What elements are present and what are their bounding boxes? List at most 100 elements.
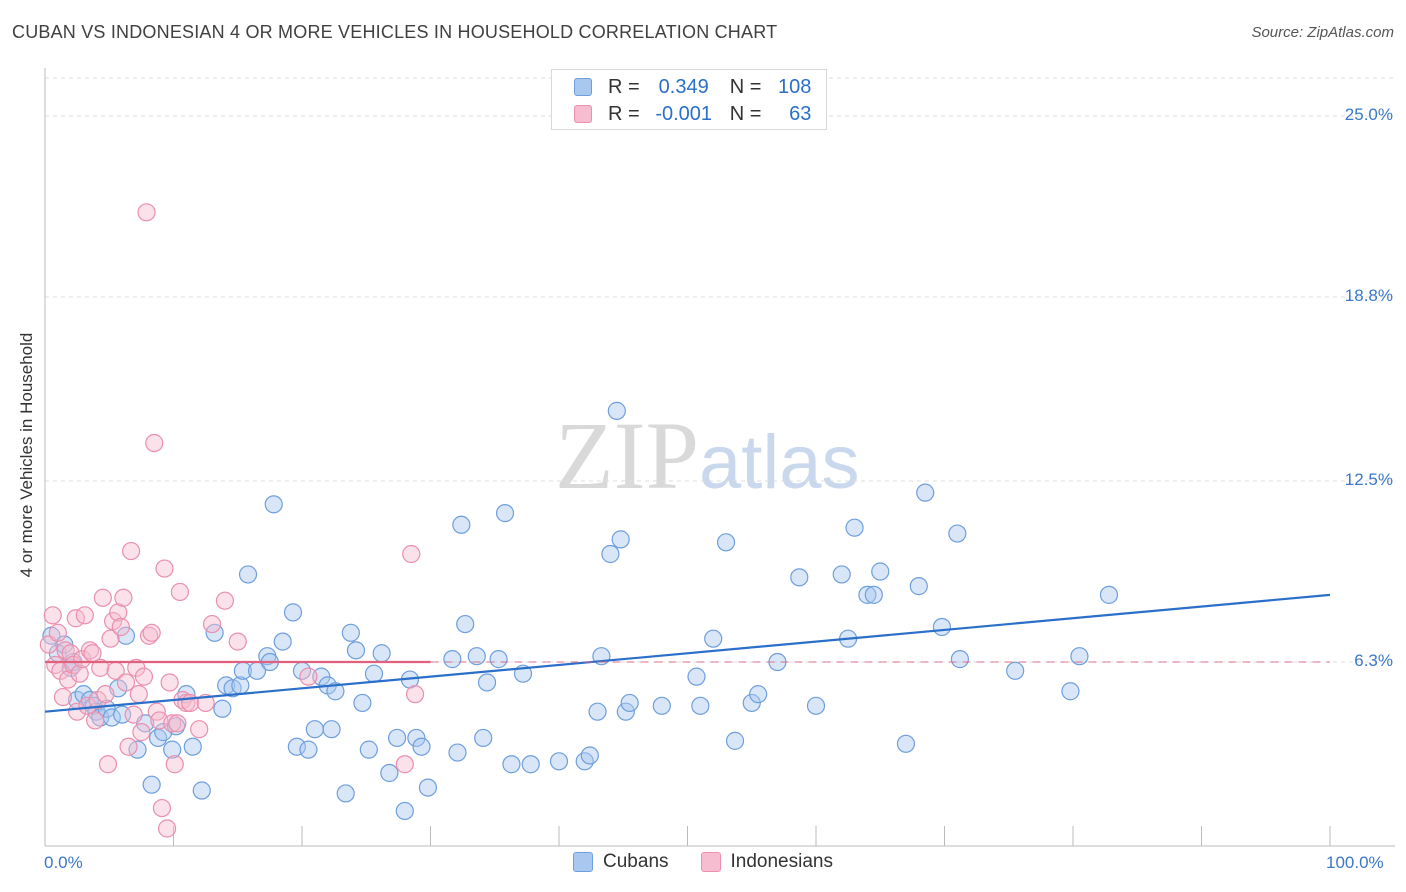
cuban-point bbox=[687, 667, 706, 686]
cuban-point bbox=[749, 685, 768, 704]
cuban-point bbox=[704, 629, 723, 648]
cuban-point bbox=[806, 696, 826, 715]
legend-swatch-cubans bbox=[573, 852, 594, 872]
indonesian-point bbox=[299, 667, 318, 686]
indonesian-point bbox=[132, 723, 151, 742]
indonesian-point bbox=[114, 588, 133, 607]
indonesian-point bbox=[78, 696, 97, 715]
cuban-point bbox=[477, 673, 497, 692]
cuban-point bbox=[607, 401, 626, 420]
cuban-point bbox=[1070, 647, 1089, 666]
indonesian-point bbox=[165, 755, 184, 774]
cuban-point bbox=[452, 515, 471, 534]
cuban-point bbox=[725, 731, 745, 750]
legend-n-label: N = bbox=[729, 75, 762, 98]
cuban-point bbox=[142, 775, 161, 794]
indonesian-point bbox=[395, 755, 414, 774]
legend-r-label: R = bbox=[608, 102, 640, 125]
indonesian-point bbox=[134, 667, 154, 686]
cuban-point bbox=[346, 641, 366, 660]
cuban-point bbox=[588, 702, 607, 721]
cuban-point bbox=[364, 664, 384, 683]
legend-row-indonesians: R = -0.001 N = 63 bbox=[574, 101, 811, 127]
legend-r-value: -0.001 bbox=[655, 102, 713, 125]
cuban-trend-line bbox=[44, 593, 1331, 713]
cuban-point bbox=[896, 734, 916, 753]
cuban-point bbox=[790, 568, 809, 587]
indonesian-point bbox=[121, 541, 141, 561]
cuban-point bbox=[652, 696, 671, 715]
indonesian-point bbox=[202, 614, 222, 634]
cuban-point bbox=[864, 585, 883, 604]
cuban-point bbox=[495, 504, 515, 523]
cuban-point bbox=[380, 763, 399, 783]
legend-r-value: 0.349 bbox=[658, 75, 709, 98]
cuban-point bbox=[489, 650, 508, 669]
cuban-point bbox=[832, 565, 851, 584]
indonesian-point bbox=[145, 433, 164, 453]
cuban-point bbox=[716, 533, 736, 552]
cuban-point bbox=[305, 720, 324, 739]
legend-r-label: R = bbox=[608, 75, 640, 98]
cuban-point bbox=[456, 614, 475, 634]
cuban-point bbox=[1006, 661, 1025, 680]
indonesian-point bbox=[155, 559, 174, 578]
indonesian-point bbox=[142, 623, 161, 642]
indonesian-point bbox=[215, 591, 234, 610]
y-tick-label: 12.5% bbox=[1344, 469, 1393, 489]
x-tick-label-min: 0.0% bbox=[44, 853, 83, 872]
cuban-point bbox=[353, 693, 372, 713]
cuban-point bbox=[322, 720, 341, 739]
cuban-point bbox=[858, 585, 877, 604]
cuban-point bbox=[273, 632, 292, 651]
legend-swatch-blue bbox=[574, 78, 592, 96]
indonesian-point bbox=[129, 685, 148, 704]
legend-swatch-indonesians bbox=[700, 852, 721, 872]
legend-swatch-pink bbox=[574, 105, 592, 123]
indonesian-point bbox=[405, 685, 425, 704]
stats-legend: R = 0.349 N = 108 R = -0.001 N = 63 bbox=[551, 69, 827, 130]
cuban-point bbox=[1061, 682, 1080, 701]
indonesian-point bbox=[91, 658, 110, 677]
indonesian-point bbox=[48, 623, 67, 642]
cuban-point bbox=[213, 699, 232, 718]
indonesian-point bbox=[70, 664, 89, 683]
watermark-atlas: atlas bbox=[699, 420, 860, 505]
cuban-point bbox=[183, 737, 202, 756]
cuban-point bbox=[620, 693, 639, 713]
legend-item-cubans: Cubans bbox=[573, 851, 669, 873]
cuban-point bbox=[909, 577, 928, 596]
cuban-point bbox=[418, 778, 438, 797]
legend-label-cubans: Cubans bbox=[603, 851, 669, 872]
indonesian-point bbox=[168, 714, 187, 733]
indonesian-point bbox=[93, 588, 112, 607]
indonesian-point bbox=[190, 720, 209, 739]
cuban-point bbox=[611, 530, 630, 549]
cuban-point bbox=[948, 524, 967, 543]
cuban-point bbox=[950, 650, 970, 669]
cuban-point bbox=[474, 728, 493, 748]
cuban-point bbox=[283, 603, 303, 622]
legend-item-indonesians: Indonesians bbox=[700, 851, 833, 873]
cuban-point bbox=[192, 781, 211, 800]
y-tick-label: 18.8% bbox=[1344, 286, 1393, 305]
cuban-point bbox=[575, 752, 594, 771]
indonesian-point bbox=[53, 687, 73, 707]
y-tick-label: 6.3% bbox=[1354, 651, 1393, 671]
indonesian-point bbox=[111, 617, 130, 637]
cuban-point bbox=[1099, 585, 1119, 604]
indonesian-point bbox=[101, 629, 120, 648]
indonesian-point bbox=[170, 582, 190, 602]
cuban-point bbox=[395, 801, 414, 821]
y-axis-label: 4 or more Vehicles in Household bbox=[17, 332, 36, 578]
watermark-zip: ZIP bbox=[555, 402, 699, 509]
cuban-point bbox=[407, 728, 426, 748]
series-legend: Cubans Indonesians bbox=[0, 851, 1406, 873]
cuban-point bbox=[238, 565, 258, 584]
indonesian-point bbox=[86, 711, 105, 730]
cuban-point bbox=[916, 483, 935, 502]
cuban-point bbox=[580, 746, 599, 765]
indonesian-point bbox=[46, 655, 65, 675]
cuban-point bbox=[502, 755, 521, 774]
